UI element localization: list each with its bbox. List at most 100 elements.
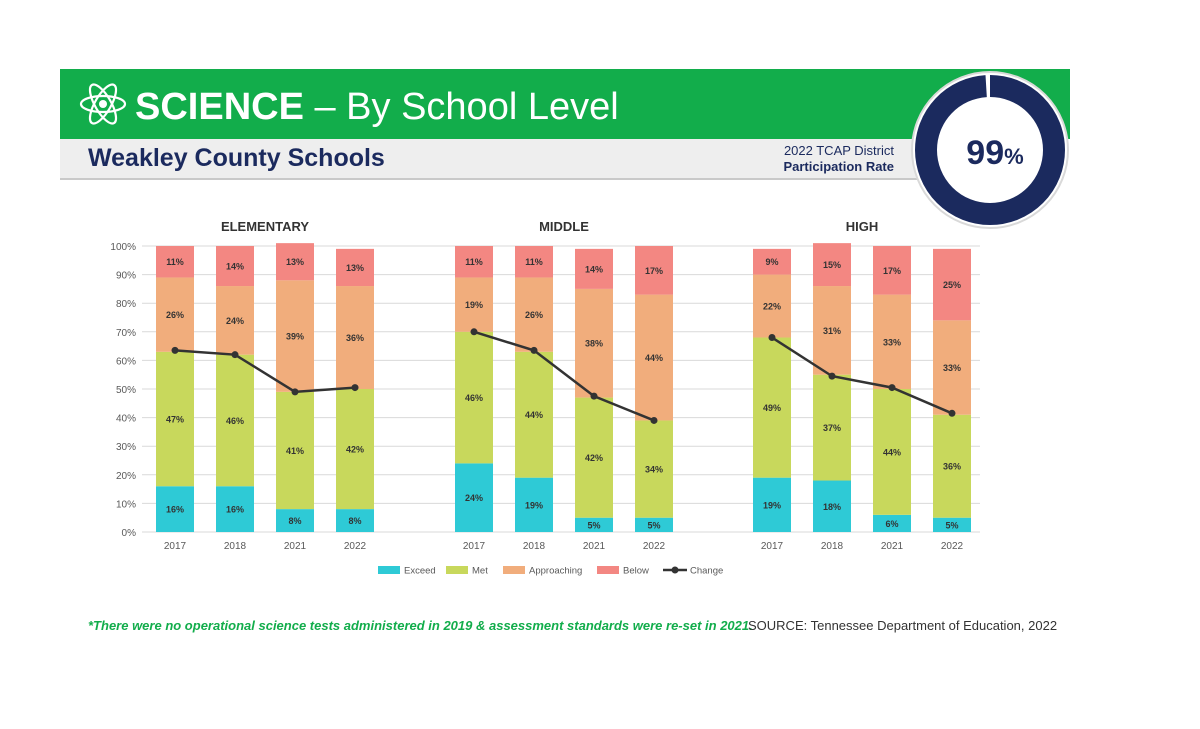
y-tick-label: 70% — [116, 328, 136, 339]
bar-exceed — [635, 517, 673, 532]
data-label: 16% — [226, 505, 244, 515]
data-label: 14% — [226, 262, 244, 272]
data-label: 11% — [525, 257, 543, 267]
bar-met — [276, 391, 314, 510]
change-point — [470, 328, 478, 336]
data-label: 36% — [943, 462, 961, 472]
change-point — [948, 409, 956, 417]
group-title: ELEMENTARY — [221, 219, 309, 234]
data-label: 46% — [226, 416, 244, 426]
participation-unit: % — [1004, 144, 1024, 169]
data-label: 26% — [525, 310, 543, 320]
legend-label: Met — [472, 566, 488, 577]
bar-exceed — [753, 477, 791, 532]
y-tick-label: 100% — [110, 242, 136, 253]
y-tick-label: 40% — [116, 414, 136, 425]
data-label: 11% — [166, 257, 184, 267]
x-tick-label: 2018 — [224, 541, 247, 552]
change-point — [888, 384, 896, 392]
y-tick-label: 0% — [122, 528, 137, 539]
legend-label: Below — [623, 566, 649, 577]
x-tick-label: 2022 — [941, 541, 964, 552]
y-tick-label: 80% — [116, 299, 136, 310]
source-note: SOURCE: Tennessee Department of Educatio… — [748, 618, 1058, 633]
change-line — [174, 349, 356, 394]
bar-exceed — [873, 514, 911, 532]
bar-exceed — [455, 463, 493, 532]
data-label: 24% — [226, 316, 244, 326]
bar-approaching — [753, 274, 791, 338]
atom-icon — [79, 83, 127, 125]
data-label: 47% — [166, 415, 184, 425]
legend-marker-change — [671, 566, 679, 574]
bar-met — [753, 337, 791, 478]
data-label: 5% — [647, 520, 660, 530]
data-label: 39% — [286, 332, 304, 342]
bar-exceed — [336, 509, 374, 532]
bar-below — [156, 246, 194, 278]
data-label: 14% — [585, 264, 603, 274]
data-label: 42% — [346, 445, 364, 455]
x-tick-label: 2021 — [881, 541, 904, 552]
participation-value: 99% — [940, 130, 1050, 180]
title-subject: SCIENCE — [135, 86, 304, 128]
data-label: 19% — [763, 500, 781, 510]
bar-approaching — [933, 320, 971, 415]
change-point — [590, 392, 598, 400]
bar-exceed — [933, 517, 971, 532]
change-point — [171, 346, 179, 354]
data-label: 17% — [883, 266, 901, 276]
data-label: 6% — [885, 519, 898, 529]
title-banner — [60, 69, 1070, 139]
legend-swatch-exceed — [378, 566, 400, 574]
bar-below — [933, 248, 971, 321]
district-name: Weakley County Schools — [88, 144, 385, 172]
x-tick-label: 2017 — [761, 541, 784, 552]
change-point — [768, 334, 776, 342]
bar-met — [873, 389, 911, 515]
bar-approaching — [156, 277, 194, 352]
data-label: 11% — [465, 257, 483, 267]
change-point — [351, 384, 359, 392]
data-label: 22% — [763, 302, 781, 312]
bar-below — [873, 246, 911, 295]
change-line — [771, 336, 953, 415]
legend-label: Approaching — [529, 566, 582, 577]
data-label: 9% — [765, 257, 778, 267]
bar-below — [813, 243, 851, 287]
data-label: 44% — [645, 353, 663, 363]
data-label: 16% — [166, 505, 184, 515]
data-label: 8% — [288, 516, 301, 526]
data-label: 36% — [346, 333, 364, 343]
y-tick-label: 60% — [116, 356, 136, 367]
y-tick-label: 10% — [116, 499, 136, 510]
bar-approaching — [575, 288, 613, 398]
data-label: 5% — [587, 520, 600, 530]
bar-met — [635, 420, 673, 518]
bar-below — [575, 248, 613, 289]
y-tick-label: 20% — [116, 471, 136, 482]
bar-approaching — [455, 277, 493, 332]
bar-met — [933, 414, 971, 518]
x-tick-label: 2021 — [583, 541, 606, 552]
district-bar — [60, 139, 965, 180]
x-tick-label: 2018 — [523, 541, 546, 552]
data-label: 33% — [943, 363, 961, 373]
bar-below — [515, 246, 553, 278]
bar-approaching — [873, 294, 911, 389]
data-label: 26% — [166, 310, 184, 320]
bar-approaching — [216, 286, 254, 355]
bar-met — [455, 331, 493, 464]
legend-swatch-approaching — [503, 566, 525, 574]
data-label: 34% — [645, 465, 663, 475]
x-tick-label: 2018 — [821, 541, 844, 552]
data-label: 13% — [286, 257, 304, 267]
data-label: 49% — [763, 403, 781, 413]
data-label: 19% — [465, 300, 483, 310]
bar-exceed — [156, 486, 194, 532]
participation-label-line1: 2022 TCAP District — [783, 143, 894, 158]
change-point — [231, 351, 239, 359]
bar-below — [216, 246, 254, 287]
data-label: 5% — [945, 520, 958, 530]
data-label: 37% — [823, 423, 841, 433]
